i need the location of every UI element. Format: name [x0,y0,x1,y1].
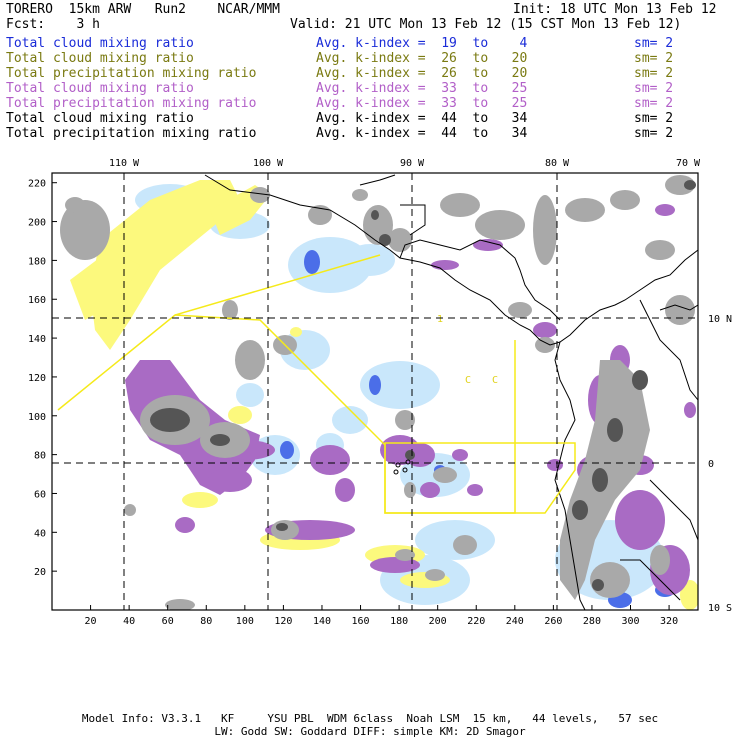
x-tick-label: 300 [621,616,639,627]
init-time: Init: 18 UTC Mon 13 Feb 12 [513,2,717,17]
x-tick-label: 160 [352,616,370,627]
y-tick-label: 40 [34,528,46,539]
legend-field-name: Total precipitation mixing ratio [6,126,257,141]
longitude-label: 110 W [109,158,140,169]
legend-smoothing: sm= 2 [634,36,674,51]
legend-row: Total precipitation mixing ratio Avg. k-i… [6,66,736,81]
legend-kindex-range: Avg. k-index = 26 to 20 [316,66,528,81]
y-tick-label: 180 [28,256,46,267]
model-title: TORERO 15km ARW Run2 NCAR/MMM [6,2,280,17]
legend-row: Total cloud mixing ratio Avg. k-index = 4… [6,111,736,126]
x-tick-label: 220 [467,616,485,627]
legend-row: Total cloud mixing ratio Avg. k-index = 3… [6,81,736,96]
latitude-label: 10 S [708,603,732,614]
domain-label: 1 [437,314,443,325]
legend-smoothing: sm= 2 [634,51,674,66]
latitude-label: 0 [708,459,714,470]
y-tick-label: 200 [28,218,46,229]
y-tick-label: 160 [28,295,46,306]
latitude-labels: 10 N 0 10 S [708,314,732,614]
y-tick-label: 140 [28,334,46,345]
legend-field-name: Total cloud mixing ratio [6,111,194,126]
legend-field-name: Total cloud mixing ratio [6,81,194,96]
lat-lon-grid [52,173,698,610]
legend-smoothing: sm= 2 [634,66,674,81]
x-tick-label: 40 [123,616,135,627]
legend-field-name: Total precipitation mixing ratio [6,96,257,111]
legend-smoothing: sm= 2 [634,81,674,96]
x-tick-label: 240 [506,616,524,627]
legend-row: Total precipitation mixing ratio Avg. k-i… [6,126,736,141]
legend-kindex-range: Avg. k-index = 33 to 25 [316,96,528,111]
longitude-labels: 110 W 100 W 90 W 80 W 70 W [109,158,701,169]
x-tick-label: 60 [162,616,174,627]
y-axis-ticks: 20 40 60 80 100 120 140 160 180 200 220 [28,179,57,578]
legend-field-name: Total cloud mixing ratio [6,36,194,51]
legend-kindex-range: Avg. k-index = 26 to 20 [316,51,528,66]
legend-row: Total precipitation mixing ratio Avg. k-i… [6,96,736,111]
map-frame [51,172,699,611]
legend-smoothing: sm= 2 [634,96,674,111]
legend-kindex-range: Avg. k-index = 44 to 34 [316,111,528,126]
legend-field-name: Total precipitation mixing ratio [6,66,257,81]
x-tick-label: 140 [313,616,331,627]
coastlines [204,174,698,610]
x-tick-label: 120 [274,616,292,627]
legend-smoothing: sm= 2 [634,126,674,141]
latitude-label: 10 N [708,314,732,325]
y-tick-label: 120 [28,373,46,384]
legend-row: Total cloud mixing ratio Avg. k-index = 2… [6,51,736,66]
x-tick-label: 100 [236,616,254,627]
x-tick-label: 180 [390,616,408,627]
x-tick-label: 280 [583,616,601,627]
physics-info-line: LW: Godd SW: Goddard DIFF: simple KM: 2D… [214,725,526,738]
x-tick-label: 320 [660,616,678,627]
x-tick-label: 200 [429,616,447,627]
domain-label: C [465,375,471,386]
domain-label: C [492,375,498,386]
legend-kindex-range: Avg. k-index = 44 to 34 [316,126,528,141]
legend-kindex-range: Avg. k-index = 33 to 25 [316,81,528,96]
y-tick-label: 100 [28,412,46,423]
legend-row: Total cloud mixing ratio Avg. k-index = 1… [6,36,736,51]
x-tick-label: 80 [200,616,212,627]
legend-kindex-range: Avg. k-index = 19 to 4 [316,36,528,51]
longitude-label: 90 W [400,158,425,169]
y-tick-label: 80 [34,451,46,462]
forecast-hour: Fcst: 3 h [6,17,100,32]
legend-smoothing: sm= 2 [634,111,674,126]
nested-domain-outlines [57,254,576,514]
x-axis-ticks: 20 40 60 80 100 120 140 160 180 200 220 240 260 280 30… [85,605,678,627]
dark-cloud-cores [150,180,696,591]
model-info-line: Model Info: V3.3.1 KF YSU PBL WDM 6class… [81,712,659,725]
y-tick-label: 60 [34,489,46,500]
legend-field-name: Total cloud mixing ratio [6,51,194,66]
longitude-label: 70 W [676,158,701,169]
longitude-label: 80 W [545,158,570,169]
y-tick-label: 20 [34,567,46,578]
y-tick-label: 220 [28,179,46,190]
x-tick-label: 20 [85,616,97,627]
valid-time: Valid: 21 UTC Mon 13 Feb 12 (15 CST Mon … [290,17,682,32]
longitude-label: 100 W [253,158,284,169]
x-tick-label: 260 [544,616,562,627]
